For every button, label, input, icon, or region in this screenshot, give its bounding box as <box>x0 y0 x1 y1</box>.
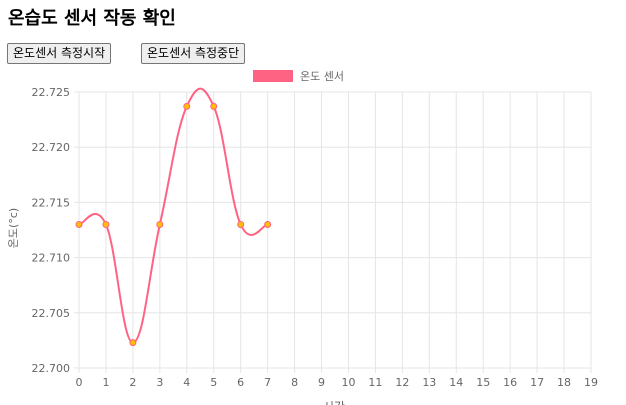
y-axis-label: 온도(°c) <box>7 208 20 248</box>
stop-measure-button[interactable]: 온도센서 측정중단 <box>141 43 246 64</box>
chart-series <box>75 87 272 347</box>
x-tick-label: 15 <box>476 376 490 389</box>
series-line <box>78 87 269 344</box>
x-tick-label: 16 <box>503 376 517 389</box>
x-tick-label: 5 <box>210 376 217 389</box>
x-tick-label: 2 <box>129 376 136 389</box>
x-tick-label: 4 <box>183 376 190 389</box>
data-point <box>183 102 191 110</box>
start-measure-button[interactable]: 온도센서 측정시작 <box>7 43 112 64</box>
data-point <box>156 220 164 228</box>
y-tick-label: 22.725 <box>32 86 71 99</box>
chart-legend[interactable]: 온도 센서 <box>253 70 344 83</box>
y-tick-label: 22.710 <box>32 252 71 265</box>
legend-label: 온도 센서 <box>300 70 344 83</box>
chart-axes: 0 1 2 3 4 5 6 7 8 9 10 11 12 13 14 15 16 17 18 1922.70022.7… <box>32 86 599 389</box>
x-tick-label: 0 <box>76 376 83 389</box>
x-tick-label: 7 <box>264 376 271 389</box>
legend-swatch <box>253 70 293 82</box>
data-point <box>264 220 272 228</box>
x-tick-label: 6 <box>237 376 244 389</box>
x-tick-label: 14 <box>449 376 463 389</box>
data-point <box>210 102 218 110</box>
y-tick-label: 22.705 <box>32 307 71 320</box>
page-title: 온습도 센서 작동 확인 <box>8 8 176 29</box>
x-tick-label: 3 <box>156 376 163 389</box>
x-tick-label: 1 <box>102 376 109 389</box>
data-point <box>102 220 110 228</box>
temperature-chart: 0 1 2 3 4 5 6 7 8 9 10 11 12 13 14 15 16 17 18 1922.70022.7… <box>7 70 599 405</box>
x-tick-label: 13 <box>422 376 436 389</box>
data-point <box>237 220 245 228</box>
x-tick-label: 10 <box>341 376 355 389</box>
y-tick-label: 22.715 <box>32 196 71 209</box>
x-tick-label: 12 <box>395 376 409 389</box>
x-tick-label: 17 <box>530 376 544 389</box>
x-axis-label: 시간 <box>323 400 345 405</box>
chart-grid <box>74 91 592 373</box>
data-point <box>129 339 137 347</box>
y-tick-label: 22.700 <box>32 362 71 375</box>
x-tick-label: 8 <box>291 376 298 389</box>
x-tick-label: 19 <box>584 376 598 389</box>
x-tick-label: 18 <box>557 376 571 389</box>
y-tick-label: 22.720 <box>32 141 71 154</box>
x-tick-label: 9 <box>318 376 325 389</box>
x-tick-label: 11 <box>368 376 382 389</box>
data-point <box>75 220 83 228</box>
